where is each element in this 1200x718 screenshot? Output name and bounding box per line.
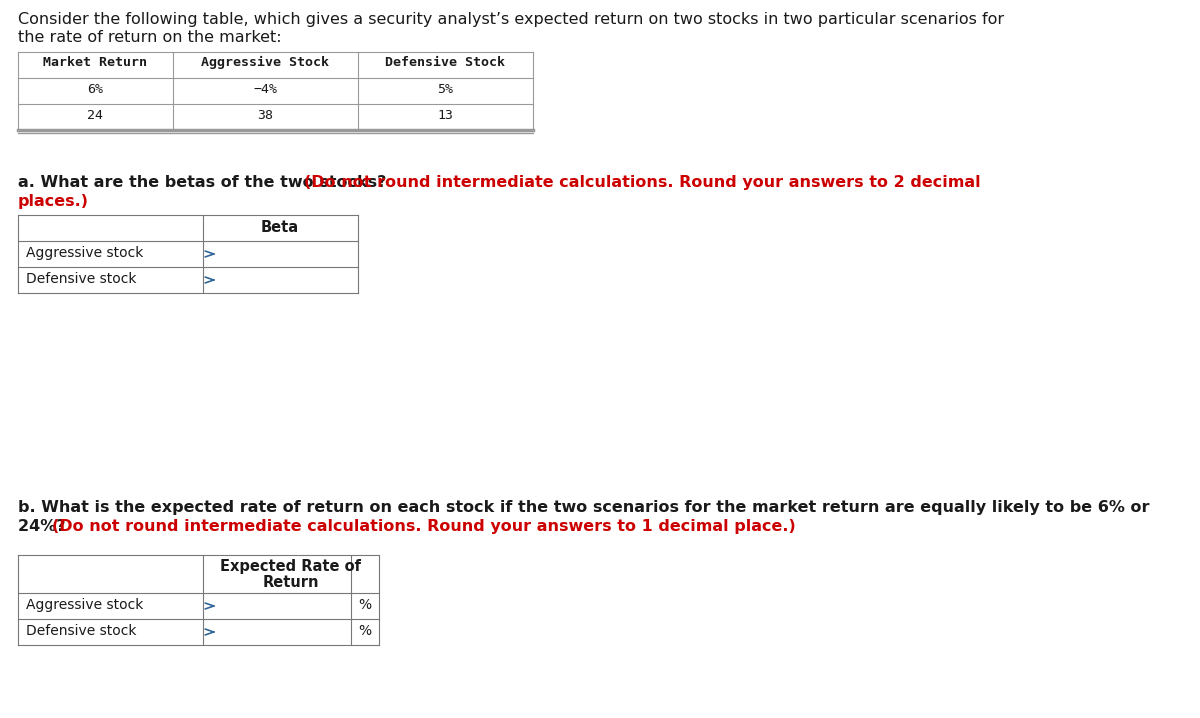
Text: Defensive Stock: Defensive Stock [385,56,505,69]
Text: (Do not round intermediate calculations. Round your answers to 2 decimal: (Do not round intermediate calculations.… [304,175,980,190]
Text: a. What are the betas of the two stocks?: a. What are the betas of the two stocks? [18,175,392,190]
Text: %: % [359,624,372,638]
Text: Expected Rate of: Expected Rate of [221,559,361,574]
Text: 13: 13 [437,109,454,122]
Text: 5%: 5% [437,83,454,96]
Text: −4%: −4% [253,83,277,96]
Text: 24: 24 [88,109,103,122]
Text: %: % [359,598,372,612]
Text: Defensive stock: Defensive stock [26,624,137,638]
Text: places.): places.) [18,194,89,209]
Text: the rate of return on the market:: the rate of return on the market: [18,30,282,45]
Text: Defensive stock: Defensive stock [26,272,137,286]
Text: Aggressive Stock: Aggressive Stock [202,56,329,69]
Text: Aggressive stock: Aggressive stock [26,246,143,260]
Text: Return: Return [263,575,319,590]
Text: 6%: 6% [88,83,103,96]
Text: (Do not round intermediate calculations. Round your answers to 1 decimal place.): (Do not round intermediate calculations.… [52,519,796,534]
Text: Beta: Beta [260,220,299,235]
Text: 24%?: 24%? [18,519,71,534]
Text: 38: 38 [257,109,274,122]
Text: Aggressive stock: Aggressive stock [26,598,143,612]
Text: Consider the following table, which gives a security analyst’s expected return o: Consider the following table, which give… [18,12,1004,27]
Text: b. What is the expected rate of return on each stock if the two scenarios for th: b. What is the expected rate of return o… [18,500,1150,515]
Text: Market Return: Market Return [43,56,148,69]
